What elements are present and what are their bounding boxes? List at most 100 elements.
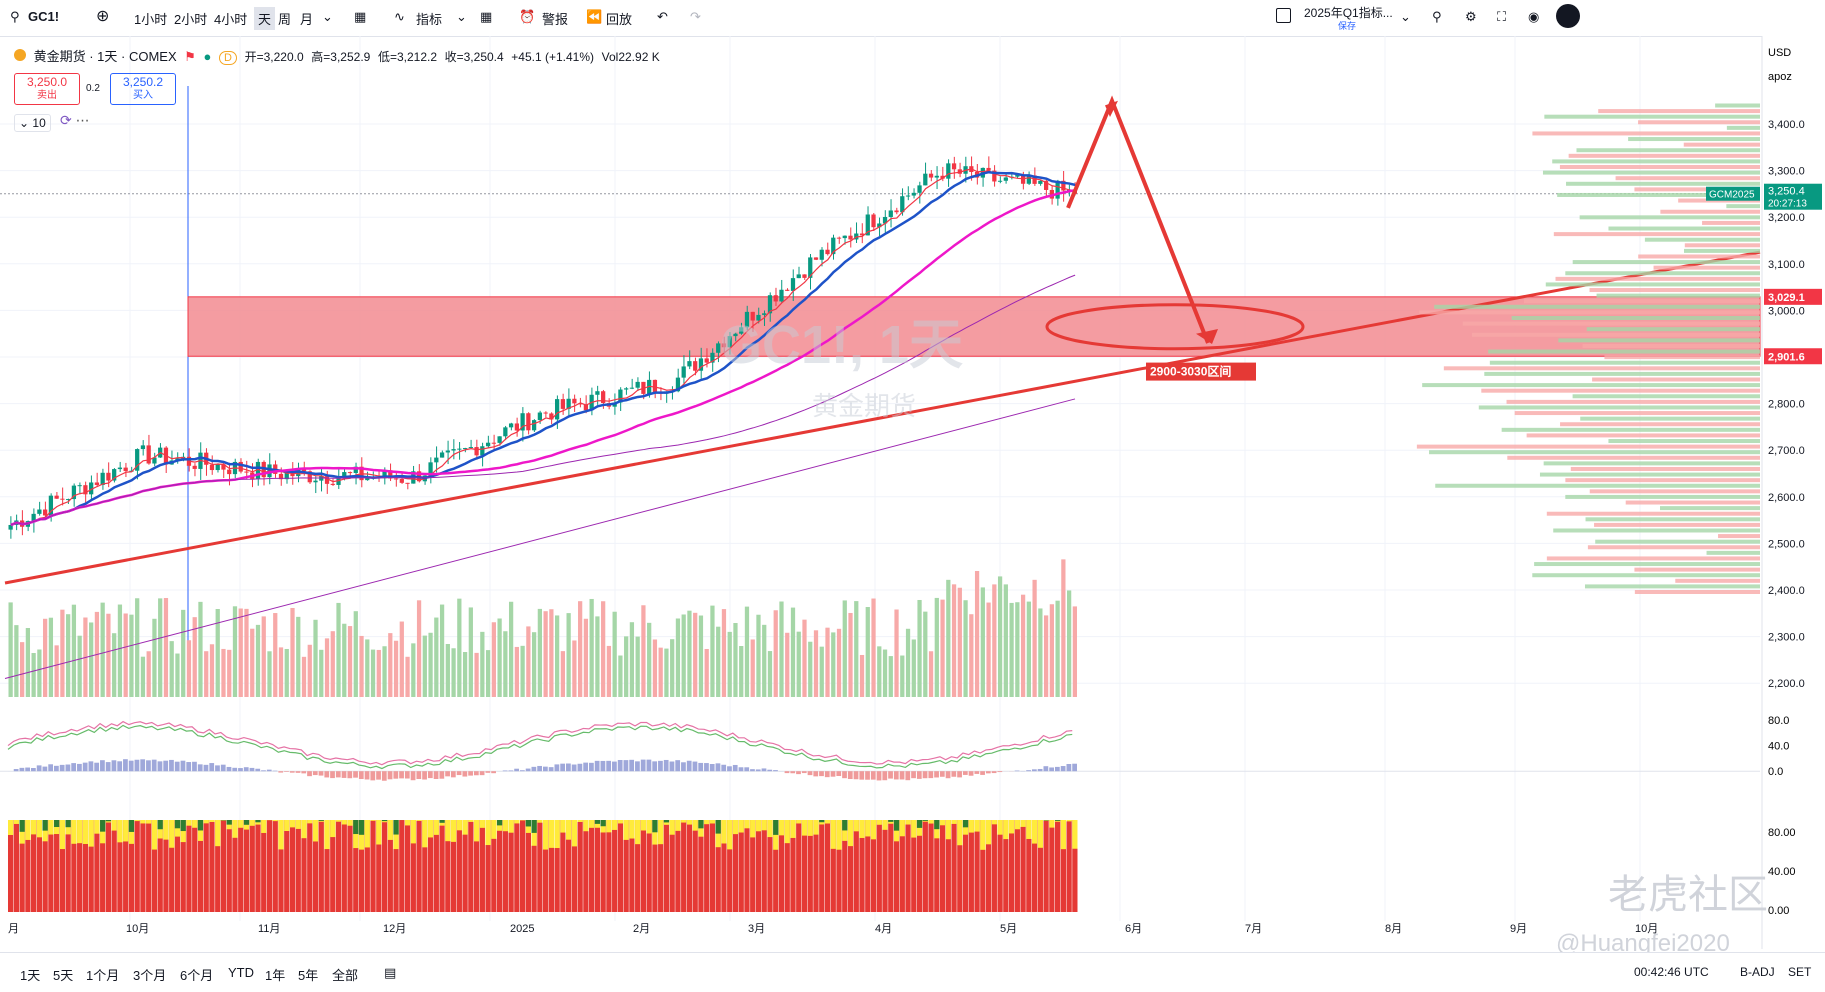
add-symbol-icon[interactable]: ⊕ bbox=[96, 6, 109, 26]
alert-icon[interactable]: ⏰ bbox=[519, 9, 535, 25]
candle-body bbox=[871, 214, 875, 227]
osc2-bar-top bbox=[1066, 820, 1071, 821]
range-5y[interactable]: 5年 bbox=[298, 965, 318, 984]
utc-clock[interactable]: 00:42:46 UTC bbox=[1634, 965, 1709, 979]
countdown: 20:27:13 bbox=[1768, 199, 1807, 210]
osc2-bar-top bbox=[750, 820, 755, 837]
osc2-tick: 0.00 bbox=[1768, 905, 1789, 917]
volume-profile-bar bbox=[1684, 249, 1760, 253]
candle-type-icon[interactable]: ▦ bbox=[354, 9, 366, 25]
osc2-bar-top bbox=[1032, 820, 1037, 844]
volume-bar bbox=[779, 602, 783, 697]
osc2-bar-green bbox=[601, 820, 606, 826]
volume-bar bbox=[751, 639, 755, 697]
osc1-hist bbox=[399, 771, 404, 778]
interval-month[interactable]: 月 bbox=[300, 9, 313, 28]
volume-profile-bar bbox=[1616, 176, 1760, 180]
price-chart[interactable]: 2900-3030区间 USDapoz3,400.03,300.03,200.0… bbox=[0, 36, 1825, 949]
indicators-button[interactable]: 指标 bbox=[416, 9, 442, 28]
volume-profile-bar bbox=[1556, 277, 1760, 281]
range-ytd[interactable]: YTD bbox=[228, 965, 254, 980]
camera-icon[interactable]: ◉ bbox=[1528, 9, 1539, 25]
osc1-hist bbox=[905, 771, 910, 780]
osc2-bar bbox=[1043, 820, 1048, 912]
osc2-bar bbox=[687, 820, 692, 912]
layout-icon[interactable] bbox=[1276, 8, 1291, 23]
legend-title[interactable]: 黄金期货 · 1天 · COMEX bbox=[34, 49, 177, 64]
interval-day[interactable]: 天 bbox=[254, 7, 275, 30]
chevron-down-icon[interactable]: ⌄ bbox=[322, 9, 333, 25]
search-icon[interactable]: ⚲ bbox=[10, 9, 20, 25]
volume-bar bbox=[106, 614, 110, 697]
range-1m[interactable]: 1个月 bbox=[86, 965, 119, 984]
range-3m[interactable]: 3个月 bbox=[133, 965, 166, 984]
osc2-bar-green bbox=[181, 820, 186, 831]
fullscreen-icon[interactable]: ⛶ bbox=[1497, 9, 1506, 25]
volume-bar bbox=[158, 598, 162, 697]
volume-bar bbox=[469, 607, 473, 697]
osc2-bar-top bbox=[146, 820, 151, 824]
symbol-search[interactable]: GC1! bbox=[28, 9, 59, 24]
range-6m[interactable]: 6个月 bbox=[180, 965, 213, 984]
alert-button[interactable]: 警报 bbox=[542, 9, 568, 28]
chevron-down-icon[interactable]: ⌄ bbox=[1400, 9, 1411, 25]
osc1-hist bbox=[468, 771, 473, 775]
session-toggle[interactable]: SET bbox=[1788, 965, 1811, 979]
buy-button[interactable]: 3,250.2 买入 bbox=[110, 73, 176, 105]
volume-bar bbox=[239, 609, 243, 697]
interval-2h[interactable]: 2小时 bbox=[174, 9, 207, 28]
chevron-down-icon[interactable]: ⌄ bbox=[456, 9, 467, 25]
osc2-bar-top bbox=[336, 820, 341, 822]
range-5d[interactable]: 5天 bbox=[53, 965, 73, 984]
quick-search-icon[interactable]: ⚲ bbox=[1432, 9, 1442, 25]
candle-body bbox=[929, 174, 933, 178]
settings-icon[interactable]: ⚙ bbox=[1465, 9, 1477, 25]
osc2-bar-top bbox=[508, 820, 513, 833]
interval-4h[interactable]: 4小时 bbox=[214, 9, 247, 28]
volume-profile-bar bbox=[1580, 215, 1760, 219]
volume-bar bbox=[808, 642, 812, 697]
volume-bar bbox=[912, 639, 916, 697]
volume-profile-bar bbox=[1660, 210, 1760, 214]
osc2-bar-top bbox=[905, 820, 910, 825]
volume-bar bbox=[520, 646, 524, 697]
osc1-hist bbox=[664, 760, 669, 771]
month-label: 10月 bbox=[126, 923, 149, 935]
volume-bar bbox=[722, 609, 726, 697]
osc2-bar-top bbox=[428, 820, 433, 837]
volume-bar bbox=[567, 613, 571, 697]
undo-icon[interactable]: ↶ bbox=[657, 9, 668, 25]
adjust-toggle[interactable]: B-ADJ bbox=[1740, 965, 1775, 979]
volume-bar bbox=[170, 641, 174, 697]
osc2-bar bbox=[928, 820, 933, 912]
indicator-count[interactable]: ⌄ 10 bbox=[14, 114, 51, 132]
range-all[interactable]: 全部 bbox=[332, 965, 358, 984]
volume-profile-bar bbox=[1608, 227, 1760, 231]
osc1-hist bbox=[106, 762, 111, 771]
range-1y[interactable]: 1年 bbox=[265, 965, 285, 984]
volume-bar bbox=[371, 650, 375, 697]
range-1d[interactable]: 1天 bbox=[20, 965, 40, 984]
avatar[interactable] bbox=[1556, 4, 1580, 28]
replay-button[interactable]: 回放 bbox=[606, 9, 632, 28]
gold-icon bbox=[14, 49, 26, 61]
osc1-hist bbox=[43, 767, 48, 772]
volume-bar bbox=[998, 576, 1002, 697]
osc1-hist bbox=[606, 761, 611, 771]
osc2-bar-green bbox=[595, 820, 600, 824]
sell-button[interactable]: 3,250.0 卖出 bbox=[14, 73, 80, 105]
indicators-icon[interactable]: ∿ bbox=[394, 9, 405, 25]
volume-bar bbox=[687, 611, 691, 697]
candle-body bbox=[193, 466, 197, 469]
sync-icon[interactable]: ⟳ ⋯ bbox=[60, 112, 90, 129]
templates-icon[interactable]: ▦ bbox=[480, 9, 492, 25]
interval-week[interactable]: 周 bbox=[278, 9, 291, 28]
osc1-hist bbox=[578, 764, 583, 771]
volume-profile-bar bbox=[1463, 322, 1760, 326]
replay-icon[interactable]: ⏪ bbox=[586, 9, 602, 25]
date-range-icon[interactable]: ▤ bbox=[384, 965, 396, 981]
redo-icon[interactable]: ↷ bbox=[690, 9, 701, 25]
volume-bar bbox=[210, 644, 214, 697]
osc2-bar-top bbox=[877, 820, 882, 825]
interval-1h[interactable]: 1小时 bbox=[134, 9, 167, 28]
